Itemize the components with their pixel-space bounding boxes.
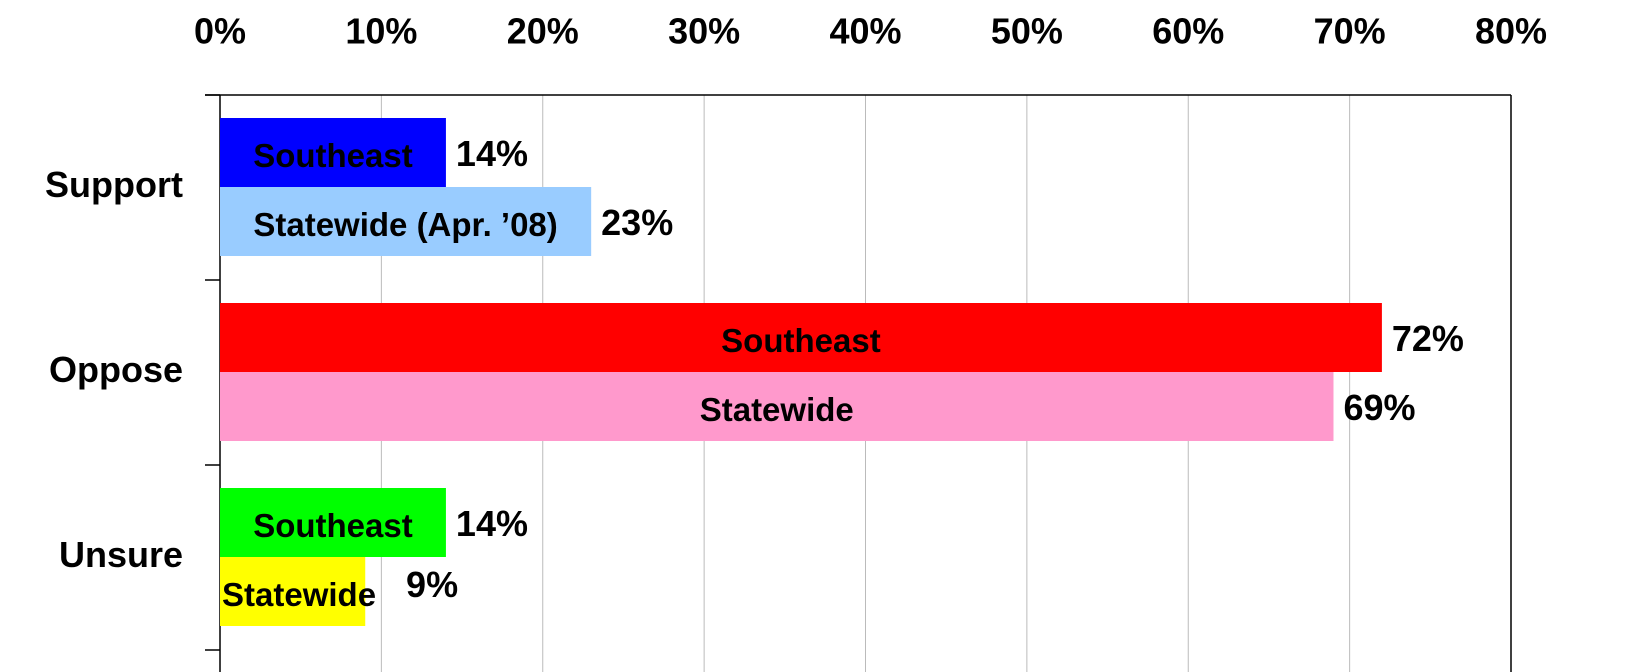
value-label: 14% bbox=[456, 133, 528, 174]
bar-label: Southeast bbox=[721, 322, 881, 359]
category-label: Support bbox=[45, 164, 183, 205]
x-tick-label: 0% bbox=[194, 11, 246, 52]
x-tick-label: 10% bbox=[345, 11, 417, 52]
value-label: 23% bbox=[601, 202, 673, 243]
bar bbox=[220, 303, 1382, 372]
x-tick-label: 40% bbox=[829, 11, 901, 52]
bar-label: Statewide bbox=[700, 391, 854, 428]
x-tick-label: 20% bbox=[507, 11, 579, 52]
bar-label: Southeast bbox=[253, 507, 413, 544]
value-label: 14% bbox=[456, 503, 528, 544]
value-label: 72% bbox=[1392, 318, 1464, 359]
x-tick-label: 60% bbox=[1152, 11, 1224, 52]
x-tick-label: 30% bbox=[668, 11, 740, 52]
x-tick-label: 80% bbox=[1475, 11, 1547, 52]
bar bbox=[220, 118, 446, 187]
bar bbox=[220, 488, 446, 557]
value-label: 69% bbox=[1343, 387, 1415, 428]
bar bbox=[220, 187, 592, 256]
bar-label: Statewide bbox=[222, 576, 376, 613]
value-label: 9% bbox=[406, 564, 458, 605]
x-tick-label: 70% bbox=[1314, 11, 1386, 52]
bar bbox=[220, 372, 1334, 441]
bar bbox=[220, 557, 366, 626]
category-label: Unsure bbox=[59, 534, 183, 575]
bar-label: Southeast bbox=[253, 137, 413, 174]
x-tick-label: 50% bbox=[991, 11, 1063, 52]
category-label: Oppose bbox=[49, 349, 183, 390]
bar-label: Statewide (Apr. ’08) bbox=[253, 206, 557, 243]
